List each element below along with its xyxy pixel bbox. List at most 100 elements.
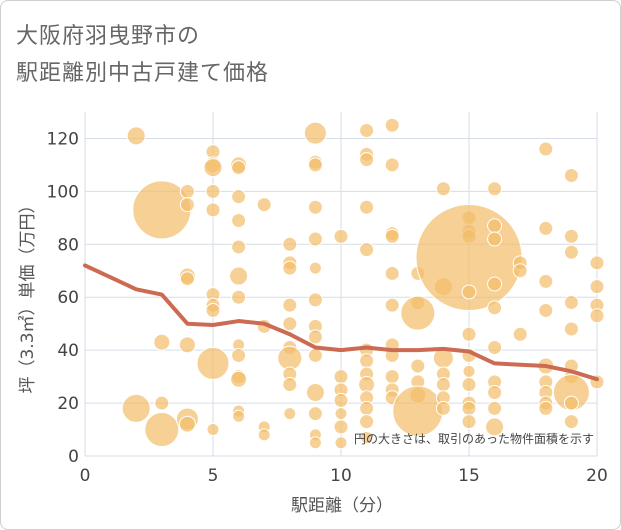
- data-bubble: [485, 417, 505, 437]
- data-bubble: [282, 316, 298, 332]
- trend-layer: [83, 263, 599, 382]
- data-bubble: [205, 302, 221, 318]
- x-tick-label: 5: [208, 466, 219, 486]
- data-bubble: [307, 157, 323, 173]
- data-bubble: [487, 384, 503, 400]
- data-bubble: [303, 121, 327, 145]
- data-bubble: [179, 271, 195, 287]
- data-bubble: [153, 333, 171, 351]
- data-bubble: [487, 300, 503, 316]
- data-bubble: [333, 369, 349, 385]
- data-bubble: [178, 336, 196, 354]
- data-bubble: [359, 353, 375, 369]
- axes: 0 5 10 15 20 0 20 40 60 80 100 120: [47, 129, 608, 486]
- data-bubble: [359, 414, 375, 430]
- data-bubble: [307, 231, 323, 247]
- data-bubble: [589, 308, 605, 324]
- size-note: 円の大きさは、取引のあった物件面積を示す: [354, 431, 594, 446]
- data-bubble: [231, 160, 247, 176]
- data-bubble: [461, 377, 477, 393]
- data-bubble: [257, 428, 271, 442]
- data-bubble: [487, 181, 503, 197]
- data-bubble: [384, 117, 400, 133]
- data-bubble: [333, 228, 349, 244]
- data-bubble: [384, 369, 400, 385]
- data-bubble: [359, 199, 375, 215]
- data-bubble: [231, 239, 247, 255]
- data-bubble: [359, 123, 375, 139]
- data-bubble: [512, 326, 528, 342]
- data-bubble: [232, 409, 246, 423]
- data-bubble: [205, 183, 221, 199]
- x-tick-label: 15: [458, 466, 480, 486]
- data-bubble: [231, 189, 247, 205]
- data-bubble: [282, 236, 298, 252]
- data-bubble: [563, 244, 579, 260]
- data-bubble: [256, 197, 272, 213]
- data-bubble: [435, 377, 451, 393]
- data-bubble: [203, 158, 223, 178]
- data-bubble: [384, 265, 400, 281]
- data-bubble: [179, 197, 195, 213]
- data-bubble: [538, 141, 554, 157]
- data-bubble: [334, 407, 348, 421]
- data-bubble: [563, 395, 579, 411]
- data-bubble: [538, 302, 554, 318]
- data-bubble: [384, 157, 400, 173]
- data-bubble: [206, 423, 220, 437]
- data-bubble: [308, 436, 322, 450]
- data-bubble: [563, 168, 579, 184]
- data-bubble: [487, 231, 503, 247]
- data-bubble: [461, 284, 477, 300]
- bubble-layer: [121, 117, 605, 450]
- data-bubble: [230, 370, 248, 388]
- x-tick-label: 20: [586, 466, 608, 486]
- data-bubble: [563, 414, 579, 430]
- data-bubble: [179, 183, 195, 199]
- data-bubble: [231, 347, 247, 363]
- data-bubble: [538, 220, 554, 236]
- data-bubble: [360, 430, 374, 444]
- data-bubble: [305, 382, 325, 402]
- chart-title-line1: 大阪府羽曳野市の: [16, 24, 201, 49]
- y-tick-label: 120: [47, 129, 79, 149]
- data-bubble: [126, 126, 146, 146]
- data-bubble: [282, 260, 298, 276]
- data-bubble: [384, 297, 400, 313]
- y-tick-label: 100: [47, 182, 79, 202]
- data-bubble: [229, 266, 249, 286]
- data-bubble: [334, 436, 348, 450]
- data-bubble: [205, 202, 221, 218]
- data-bubble: [231, 212, 247, 228]
- data-bubble: [563, 228, 579, 244]
- data-bubble: [333, 419, 349, 435]
- data-bubble: [563, 295, 579, 311]
- data-bubble: [307, 347, 323, 363]
- y-tick-label: 60: [57, 288, 79, 308]
- data-bubble: [307, 406, 323, 422]
- data-bubble: [307, 329, 323, 345]
- data-bubble: [589, 255, 605, 271]
- data-bubble: [563, 321, 579, 337]
- data-bubble: [435, 400, 451, 416]
- data-bubble: [461, 326, 477, 342]
- data-bubble: [384, 228, 400, 244]
- data-bubble: [121, 393, 151, 423]
- data-bubble: [538, 400, 554, 416]
- data-bubble: [231, 289, 247, 305]
- x-tick-label: 10: [330, 466, 352, 486]
- y-tick-label: 20: [57, 394, 79, 414]
- data-bubble: [178, 415, 196, 433]
- data-bubble: [144, 412, 180, 448]
- data-bubble: [308, 261, 322, 275]
- data-bubble: [282, 377, 298, 393]
- data-bubble: [282, 297, 298, 313]
- data-bubble: [487, 218, 503, 234]
- chart-title-line2: 駅距離別中古戸建て価格: [16, 61, 270, 86]
- data-bubble: [462, 364, 476, 378]
- data-bubble: [538, 273, 554, 289]
- data-bubble: [283, 407, 297, 421]
- data-bubble: [358, 376, 376, 394]
- data-bubble: [307, 292, 323, 308]
